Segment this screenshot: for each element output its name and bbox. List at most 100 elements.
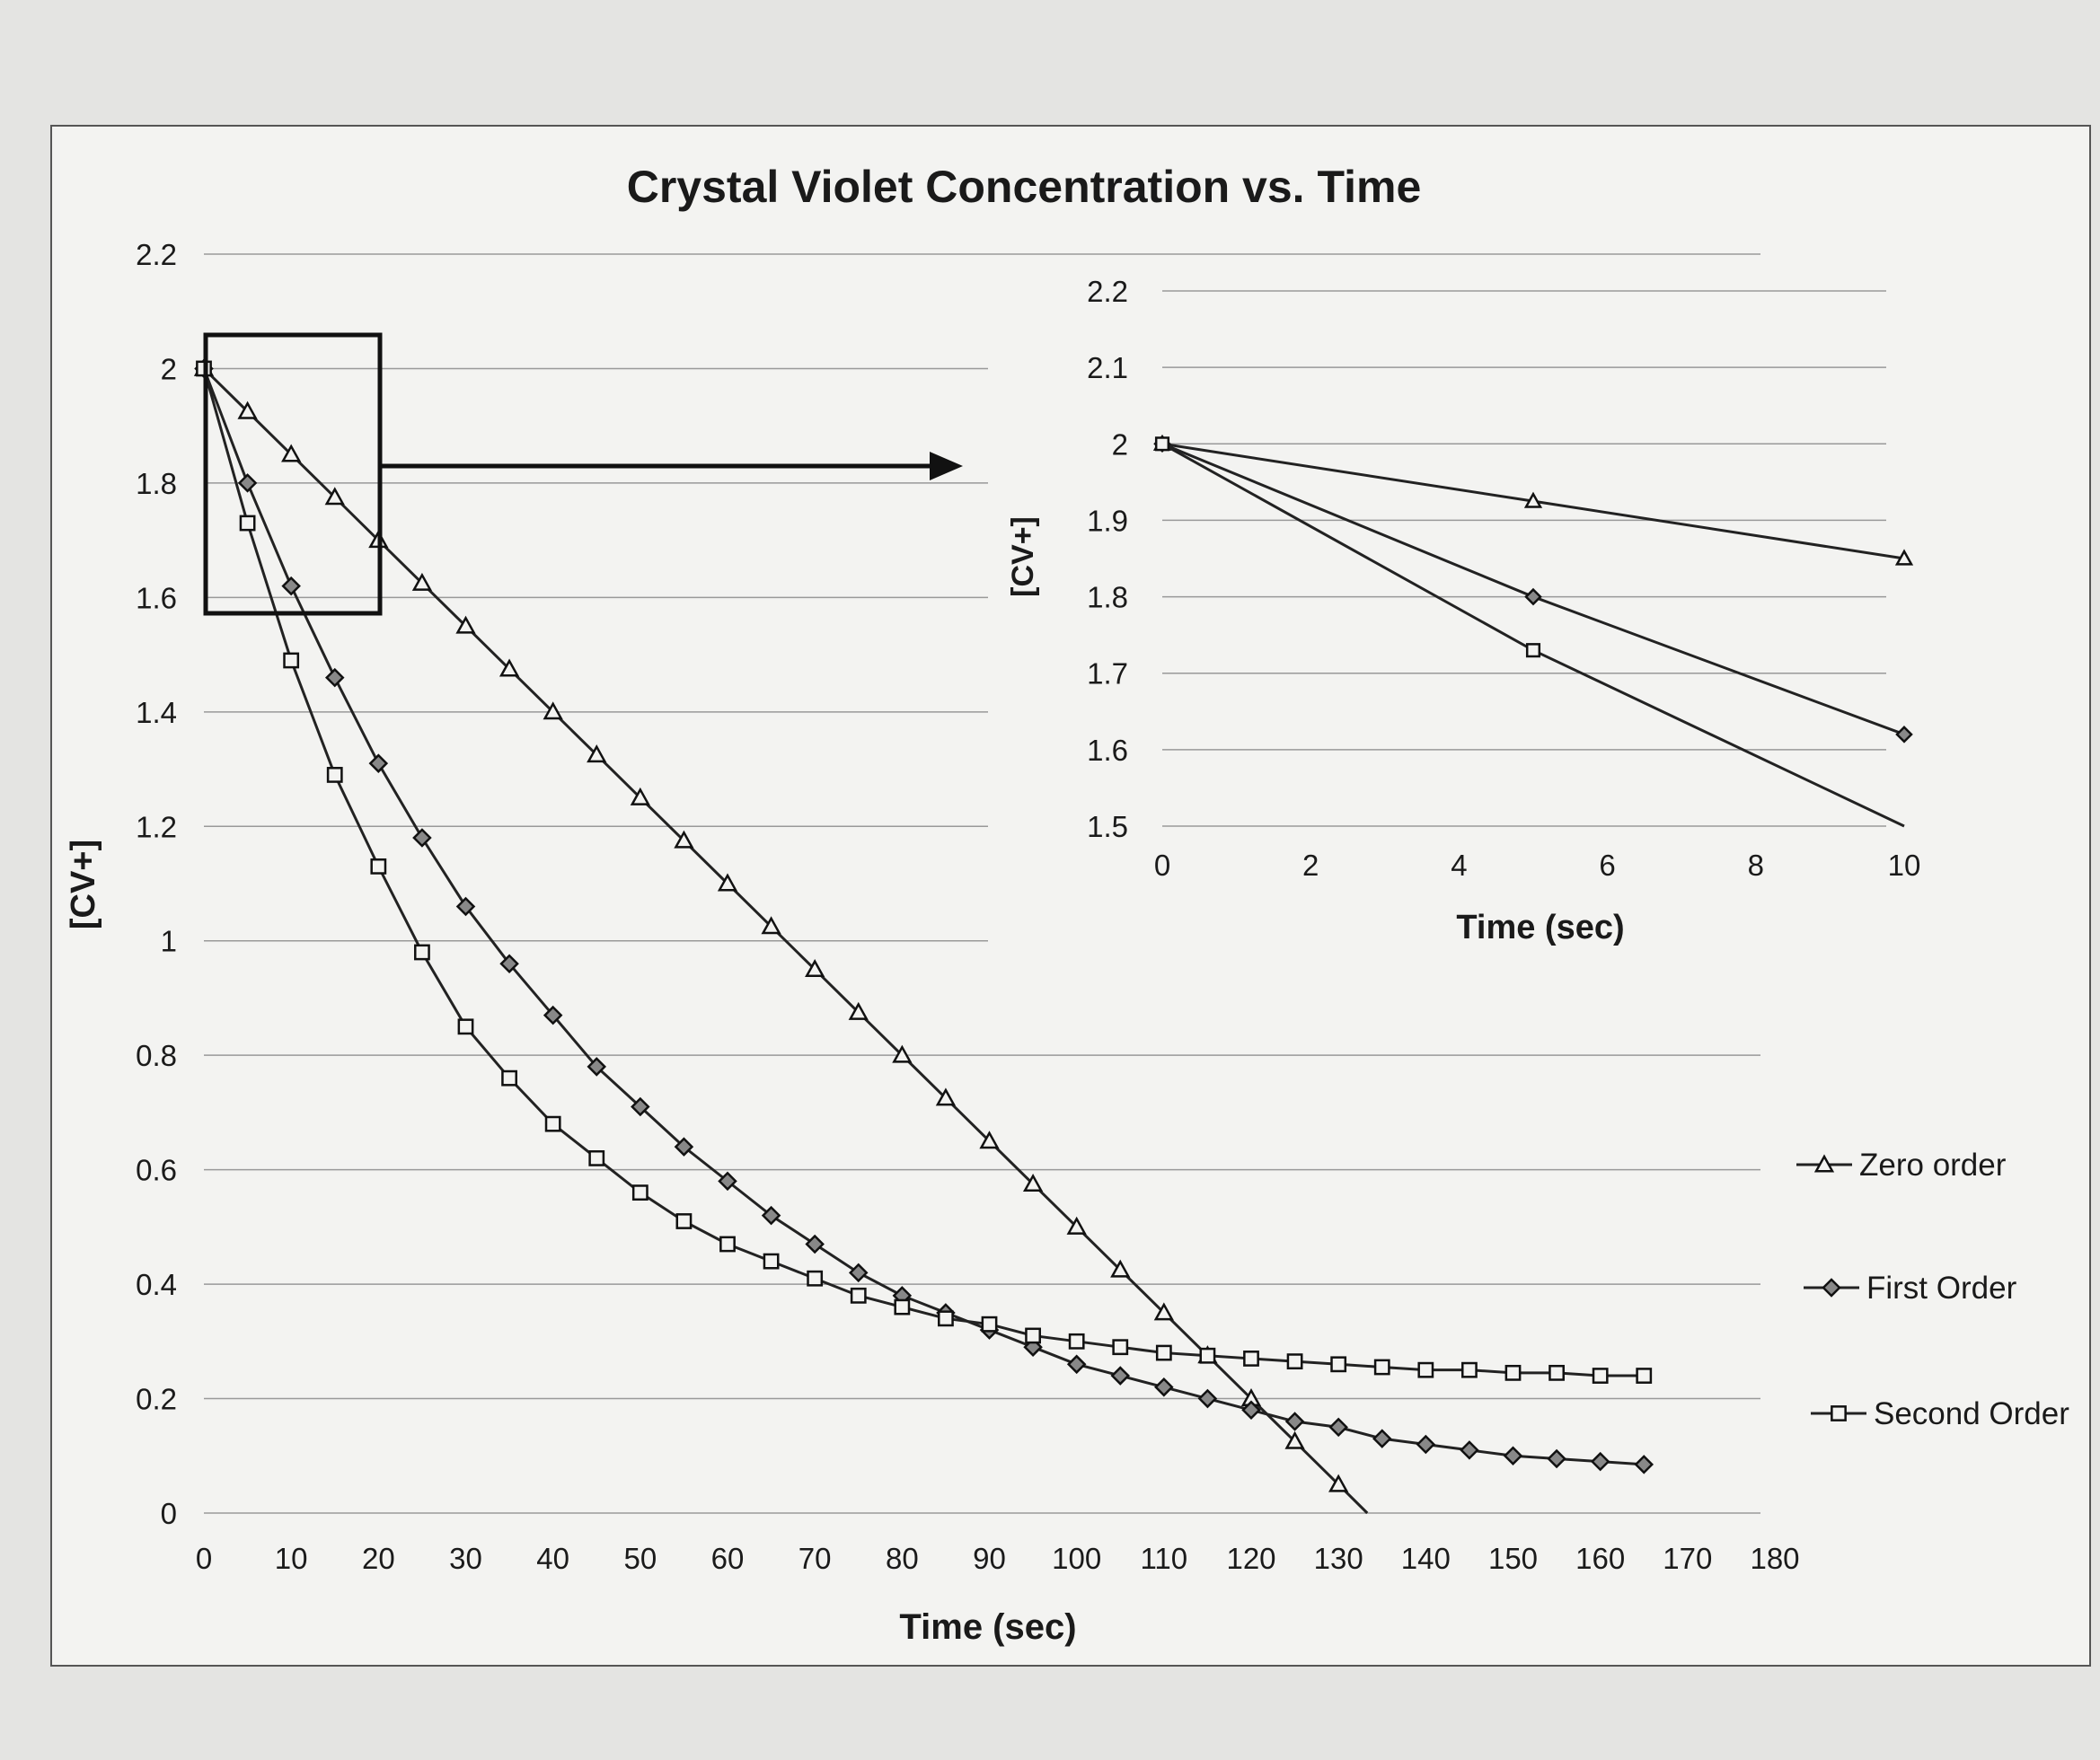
inset-y-tick-label: 1.5 <box>1087 810 1128 843</box>
main-x-tick-label: 70 <box>799 1542 832 1575</box>
inset-x-tick-label: 0 <box>1154 849 1170 882</box>
main-y-tick-label: 1.4 <box>136 696 177 729</box>
inset-x-tick-label: 4 <box>1451 849 1467 882</box>
main-point-zero-order <box>324 487 345 506</box>
inset-x-axis-label: Time (sec) <box>1456 909 1624 946</box>
legend-label-second-order: Second Order <box>1874 1396 2069 1431</box>
main-point-zero-order <box>411 572 433 591</box>
inset-y-tick-label: 2.2 <box>1087 275 1128 308</box>
main-point-first-order <box>631 1096 650 1117</box>
main-point-first-order <box>587 1057 607 1077</box>
main-point-second-order <box>1592 1368 1609 1384</box>
main-x-tick-label: 170 <box>1663 1542 1712 1575</box>
main-x-tick-label: 180 <box>1750 1542 1799 1575</box>
main-point-second-order <box>588 1149 605 1166</box>
main-point-first-order <box>368 753 389 773</box>
main-point-first-order <box>674 1137 694 1157</box>
inset-y-axis-label: [CV+] <box>1006 516 1040 597</box>
inset-x-tick-label: 6 <box>1599 849 1615 882</box>
main-point-second-order <box>370 858 387 875</box>
main-x-tick-label: 80 <box>886 1542 919 1575</box>
main-point-zero-order <box>979 1131 1000 1149</box>
main-point-first-order <box>499 954 519 973</box>
main-x-tick-label: 120 <box>1226 1542 1275 1575</box>
main-point-second-order <box>283 652 300 669</box>
main-series-line-first-order <box>202 367 1645 1466</box>
main-point-first-order <box>324 667 345 688</box>
main-point-second-order <box>1199 1347 1216 1364</box>
main-point-first-order <box>848 1263 869 1283</box>
main-y-tick-label: 1.2 <box>136 810 177 843</box>
main-point-zero-order <box>717 873 738 892</box>
main-point-second-order <box>938 1310 954 1327</box>
main-point-zero-order <box>1284 1430 1305 1449</box>
main-point-second-order <box>1417 1361 1434 1378</box>
legend-label-first-order: First Order <box>1866 1271 2017 1306</box>
main-point-first-order <box>281 576 301 596</box>
main-x-tick-label: 160 <box>1575 1542 1625 1575</box>
inset-y-tick-label: 1.8 <box>1087 581 1128 614</box>
main-point-second-order <box>1330 1356 1347 1373</box>
main-point-first-order <box>1372 1429 1392 1448</box>
main-y-tick-label: 1.6 <box>136 581 177 614</box>
legend: Zero order First Order Second Order <box>1796 1148 2069 1431</box>
main-point-first-order <box>237 473 258 493</box>
inset-x-tick-label: 2 <box>1302 849 1319 882</box>
main-point-first-order <box>1110 1366 1131 1386</box>
main-point-first-order <box>1197 1388 1218 1409</box>
main-point-second-order <box>1549 1364 1565 1381</box>
main-point-zero-order <box>1022 1173 1044 1192</box>
main-x-axis-label: Time (sec) <box>899 1607 1076 1647</box>
main-point-first-order <box>1634 1455 1654 1474</box>
inset-y-tick-label: 2 <box>1112 427 1128 461</box>
inset-point-first-order <box>1895 726 1913 744</box>
main-point-zero-order <box>848 1001 869 1020</box>
main-point-first-order <box>1241 1400 1261 1421</box>
main-series-line-second-order <box>202 368 1645 1377</box>
main-point-zero-order <box>1066 1216 1087 1235</box>
main-point-first-order <box>1460 1440 1479 1460</box>
main-point-first-order <box>1328 1417 1348 1438</box>
main-point-zero-order <box>805 959 825 978</box>
main-y-tick-label: 0.2 <box>136 1383 177 1416</box>
main-x-tick-label: 10 <box>275 1542 308 1575</box>
inset-point-zero-order <box>1894 549 1914 566</box>
main-point-first-order <box>455 896 476 917</box>
main-x-tick-label: 110 <box>1141 1542 1188 1575</box>
main-y-axis-label: [CV+] <box>65 840 102 929</box>
legend-marker-second-order <box>1831 1405 1847 1421</box>
main-y-tick-label: 0 <box>161 1497 177 1530</box>
inset-x-tick-label: 8 <box>1748 849 1764 882</box>
main-y-tick-label: 0.8 <box>136 1039 177 1072</box>
main-point-first-order <box>543 1005 563 1025</box>
main-point-second-order <box>1504 1364 1522 1381</box>
main-y-tick-label: 0.6 <box>136 1154 177 1187</box>
main-y-tick-label: 0.4 <box>136 1268 177 1301</box>
legend-marker-zero-order <box>1813 1154 1835 1173</box>
main-point-second-order <box>1373 1359 1390 1376</box>
main-point-first-order <box>718 1171 737 1192</box>
main-x-tick-label: 60 <box>711 1542 745 1575</box>
main-point-second-order <box>894 1298 911 1316</box>
main-point-zero-order <box>455 615 476 634</box>
main-y-tick-label: 1 <box>161 925 177 958</box>
main-point-second-order <box>807 1270 824 1287</box>
main-x-tick-label: 140 <box>1401 1542 1451 1575</box>
main-point-first-order <box>1547 1448 1566 1469</box>
main-point-zero-order <box>281 444 302 462</box>
inset-point-second-order <box>1154 436 1170 452</box>
inset-y-tick-label: 2.1 <box>1087 351 1128 384</box>
arrowhead-icon <box>930 452 963 480</box>
chart-title: Crystal Violet Concentration vs. Time <box>627 162 1422 212</box>
main-x-tick-label: 0 <box>196 1542 212 1575</box>
main-point-second-order <box>675 1213 693 1229</box>
main-point-zero-order <box>892 1044 913 1063</box>
main-x-tick-label: 100 <box>1052 1542 1101 1575</box>
inset-point-first-order <box>1524 587 1542 606</box>
main-point-first-order <box>1066 1354 1087 1375</box>
main-point-zero-order <box>543 701 563 720</box>
main-point-second-order <box>1068 1333 1085 1350</box>
main-point-first-order <box>1154 1377 1174 1397</box>
main-point-zero-order <box>499 658 520 677</box>
inset-y-tick-label: 1.6 <box>1087 734 1128 767</box>
